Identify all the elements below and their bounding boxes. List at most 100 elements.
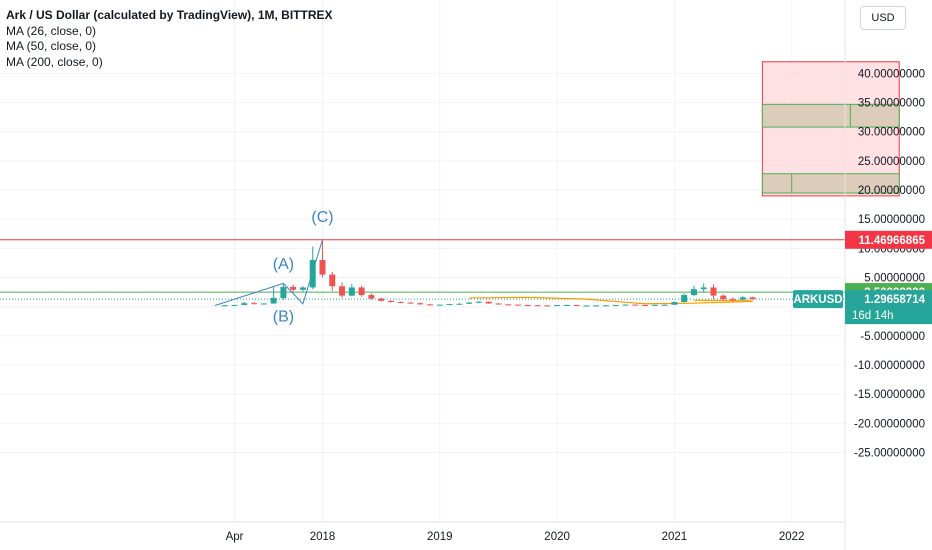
price-tick-label: -20.00000000 (854, 418, 925, 430)
candle-body-2019-04 (466, 302, 473, 304)
candle-body-2018-10 (407, 302, 414, 304)
candle-body-2019-09 (515, 304, 521, 306)
moving-average-lines (469, 296, 753, 305)
candle-body-2017-09 (280, 286, 287, 298)
ma-26-legend[interactable]: MA (26, close, 0) (6, 23, 97, 38)
time-tick-label: 2020 (544, 531, 570, 543)
price-tick-label: -5.00000000 (860, 331, 925, 343)
price-tick-label: -10.00000000 (854, 360, 925, 372)
currency-badge[interactable]: USD (860, 6, 906, 30)
price-tick-label: 35.00000000 (858, 98, 925, 110)
candle-body-2018-02 (329, 274, 336, 287)
price-tick-label: -25.00000000 (854, 448, 925, 460)
candle-body-2020-09 (632, 304, 639, 306)
candle-body-2020-06 (602, 305, 609, 307)
wave-annotations: (A) (B) (C) (273, 209, 334, 325)
price-tick-label: 30.00000000 (858, 127, 925, 139)
zone-inner-box-0 (761, 103, 900, 128)
candle-body-2018-05 (358, 287, 365, 296)
candlestick-series (221, 240, 756, 307)
candle-body-2021-09 (749, 297, 756, 300)
ma-line-0 (469, 296, 753, 305)
candle-body-2019-01 (436, 304, 443, 306)
chart-legend: Ark / US Dollar (calculated by TradingVi… (6, 8, 333, 70)
trend-line-0 (214, 239, 323, 307)
candle-body-2020-05 (593, 305, 600, 307)
candle-body-2020-07 (612, 304, 619, 306)
candle-body-2018-04 (348, 287, 355, 296)
symbol-tag-box (793, 290, 843, 309)
candle-body-2021-04 (700, 287, 707, 290)
price-label-0: 11.46966865 (858, 235, 925, 247)
time-tick-label: 2018 (310, 531, 336, 543)
candle-body-2017-04 (231, 304, 238, 306)
time-tick-label: 2019 (427, 531, 453, 543)
price-tick-label: 20.00000000 (858, 185, 925, 197)
candle-body-2018-06 (368, 295, 375, 299)
last-price-box (845, 290, 932, 325)
time-tick-label: 2021 (662, 531, 688, 543)
time-tick-label: 2022 (779, 531, 805, 543)
price-tick-label: -15.00000000 (854, 389, 925, 401)
candle-body-2020-12 (661, 304, 668, 306)
countdown-label: 16d 14h (852, 310, 894, 322)
candle-body-2019-07 (495, 303, 502, 305)
candle-body-2021-01 (671, 302, 678, 305)
candle-body-2021-05 (710, 287, 717, 296)
price-tick-label: 25.00000000 (858, 156, 925, 168)
elliott-trend-lines[interactable] (214, 239, 323, 307)
candle-body-2017-06 (251, 303, 258, 305)
candle-body-2021-03 (690, 289, 697, 296)
candle-body-2018-03 (339, 286, 346, 296)
candle-body-2019-02 (446, 304, 453, 306)
candle-body-2020-11 (651, 304, 658, 306)
candle-body-2019-03 (456, 303, 463, 305)
candle-body-2019-12 (544, 305, 551, 307)
candle-body-2020-04 (583, 305, 590, 307)
candle-body-2018-01 (319, 260, 326, 275)
candle-body-2018-09 (397, 302, 404, 304)
candle-body-2020-01 (554, 305, 561, 307)
candle-body-2018-08 (387, 300, 394, 303)
candle-body-2020-02 (563, 304, 570, 306)
symbol-title[interactable]: Ark / US Dollar (calculated by TradingVi… (6, 8, 333, 22)
candle-body-2019-05 (475, 301, 482, 303)
time-tick-label: Apr (226, 531, 244, 543)
candle-body-2018-12 (427, 304, 434, 306)
ma-200-legend[interactable]: MA (200, close, 0) (6, 54, 103, 69)
candle-body-2018-11 (417, 303, 424, 305)
candle-body-2017-08 (270, 297, 277, 304)
price-tick-label: 5.00000000 (864, 273, 925, 285)
candle-body-2021-06 (720, 295, 727, 300)
candle-body-2019-10 (524, 304, 531, 306)
candle-body-2019-06 (485, 301, 492, 304)
candle-body-2018-07 (378, 298, 385, 301)
annotation-1: (B) (273, 308, 294, 325)
candle-body-2020-08 (622, 304, 629, 306)
candle-body-2019-08 (505, 304, 512, 306)
candle-body-2019-11 (534, 305, 541, 307)
candle-body-2017-12 (309, 260, 316, 288)
ma-50-legend[interactable]: MA (50, close, 0) (6, 39, 97, 53)
annotation-2: (C) (311, 209, 333, 226)
candle-body-2017-07 (260, 303, 267, 305)
last-price-label: 1.29658714 (864, 294, 925, 306)
zone-inner-box-1 (761, 173, 900, 194)
candle-body-2017-05 (241, 303, 248, 305)
target-zone (761, 61, 900, 197)
chart-grid (0, 0, 845, 522)
price-labels: 11.469668652.50938223ARKUSD1.2965871416d… (793, 230, 932, 325)
price-tick-label: 15.00000000 (858, 214, 925, 226)
symbol-tag: ARKUSD (793, 294, 842, 306)
candle-body-2020-10 (642, 304, 649, 306)
candle-body-2021-07 (730, 299, 737, 301)
price-tick-label: 40.00000000 (858, 68, 925, 80)
candle-body-2017-10 (290, 286, 297, 290)
time-axis[interactable]: Apr 2018 2019 2020 2021 2022 (0, 521, 845, 543)
annotation-0: (A) (273, 256, 294, 273)
candle-body-2021-08 (739, 297, 746, 300)
candle-body-2021-02 (681, 295, 688, 303)
candle-body-2017-03 (221, 305, 228, 307)
candle-body-2017-11 (299, 287, 306, 290)
